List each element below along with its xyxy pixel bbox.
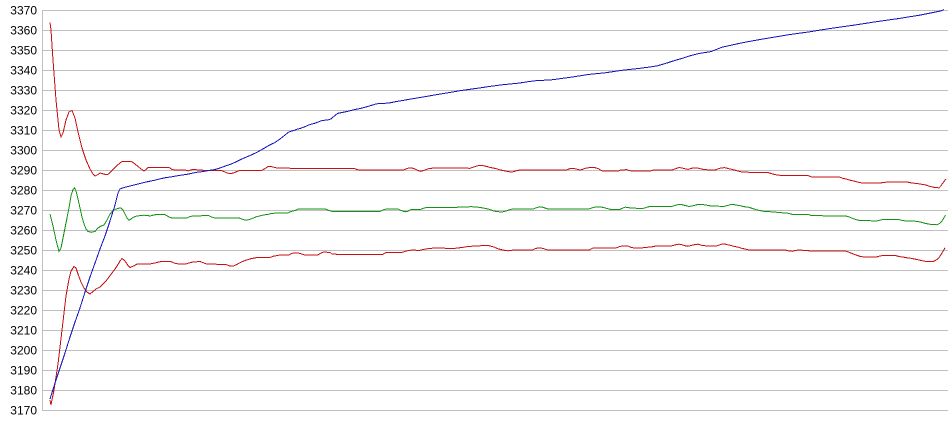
svg-text:3350: 3350 — [10, 43, 37, 57]
svg-text:3170: 3170 — [10, 403, 37, 417]
svg-text:3180: 3180 — [10, 383, 37, 397]
svg-text:3360: 3360 — [10, 23, 37, 37]
svg-text:3300: 3300 — [10, 143, 37, 157]
svg-text:3330: 3330 — [10, 83, 37, 97]
svg-text:3210: 3210 — [10, 323, 37, 337]
svg-text:3260: 3260 — [10, 223, 37, 237]
svg-text:3280: 3280 — [10, 183, 37, 197]
svg-text:3220: 3220 — [10, 303, 37, 317]
svg-text:3290: 3290 — [10, 163, 37, 177]
svg-text:3200: 3200 — [10, 343, 37, 357]
svg-text:3310: 3310 — [10, 123, 37, 137]
svg-text:3370: 3370 — [10, 3, 37, 17]
svg-text:3320: 3320 — [10, 103, 37, 117]
svg-text:3190: 3190 — [10, 363, 37, 377]
svg-text:3240: 3240 — [10, 263, 37, 277]
svg-text:3340: 3340 — [10, 63, 37, 77]
svg-text:3250: 3250 — [10, 243, 37, 257]
svg-text:3270: 3270 — [10, 203, 37, 217]
svg-text:3230: 3230 — [10, 283, 37, 297]
